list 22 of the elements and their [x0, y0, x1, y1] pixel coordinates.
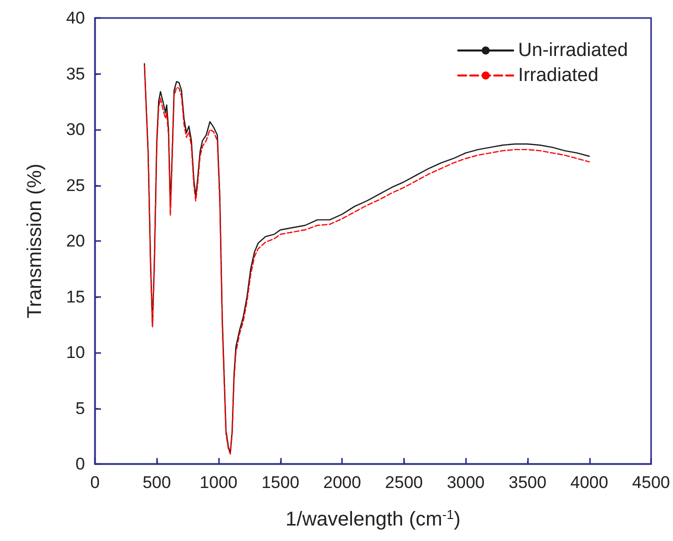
y-tick-label: 20 — [66, 232, 85, 250]
y-tick-label: 30 — [66, 120, 85, 139]
x-tick-label: 3000 — [446, 473, 485, 492]
y-tick-label: 0 — [76, 454, 85, 474]
x-tick-label: 3500 — [508, 473, 546, 492]
x-tick-label: 4500 — [632, 473, 670, 492]
y-tick-label: 15 — [66, 287, 85, 306]
x-tick-label: 1500 — [261, 473, 300, 492]
x-tick-label: 500 — [142, 473, 171, 492]
x-tick-label: 0 — [90, 473, 100, 492]
x-tick-label: 2000 — [323, 473, 362, 492]
y-tick-label: 25 — [66, 176, 85, 195]
legend-label: Un-irradiated — [518, 40, 628, 61]
y-axis-title: Transmission (%) — [24, 164, 46, 318]
y-tick-label: 35 — [66, 64, 85, 84]
legend-label: Irradiated — [518, 65, 598, 86]
x-tick-label: 2500 — [385, 473, 423, 492]
y-tick-label: 5 — [76, 398, 85, 418]
y-tick-label: 40 — [66, 8, 85, 28]
y-tick-label: 10 — [66, 343, 85, 362]
x-tick-label: 1000 — [200, 473, 238, 492]
x-tick-label: 4000 — [570, 473, 608, 492]
